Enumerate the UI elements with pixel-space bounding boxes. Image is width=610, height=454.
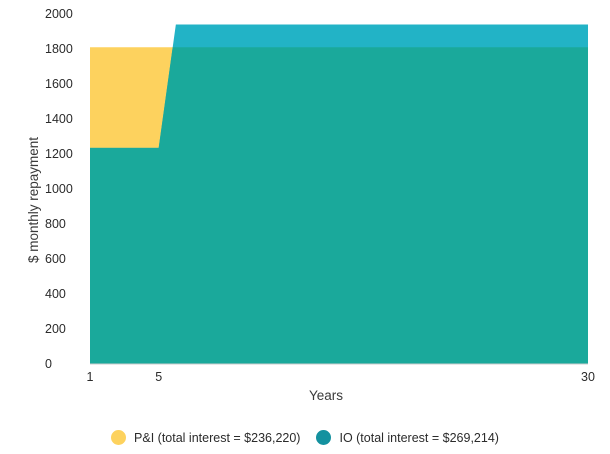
y-tick-label: 1400 <box>45 112 73 126</box>
legend-swatch-io <box>316 430 332 445</box>
x-tick-label: 5 <box>155 370 162 384</box>
legend: P&I (total interest = $236,220) IO (tota… <box>0 430 610 445</box>
legend-item-pi: P&I (total interest = $236,220) <box>111 430 300 445</box>
y-tick-label: 1000 <box>45 182 73 196</box>
y-tick-label: 2000 <box>45 7 73 21</box>
legend-item-io: IO (total interest = $269,214) <box>316 430 499 445</box>
y-tick-label: 800 <box>45 217 66 231</box>
y-tick-label: 1200 <box>45 147 73 161</box>
x-tick-labels: 1 5 30 <box>87 370 595 384</box>
y-tick-labels: 0 200 400 600 800 1000 1200 1400 1600 1800 2000 <box>45 7 73 371</box>
y-axis-title: $ monthly repayment <box>26 137 41 263</box>
y-tick-label: 400 <box>45 287 66 301</box>
legend-swatch-pi <box>111 430 127 445</box>
y-tick-label: 1800 <box>45 42 73 56</box>
x-axis-title: Years <box>309 388 343 403</box>
plot-area <box>90 24 588 364</box>
x-tick-label: 1 <box>87 370 94 384</box>
series-area-io <box>90 47 588 364</box>
y-tick-label: 0 <box>45 357 52 371</box>
legend-label-io: IO (total interest = $269,214) <box>339 430 499 445</box>
y-tick-label: 600 <box>45 252 66 266</box>
x-tick-label: 30 <box>581 370 595 384</box>
y-tick-label: 200 <box>45 322 66 336</box>
legend-label-pi: P&I (total interest = $236,220) <box>134 430 301 445</box>
y-tick-label: 1600 <box>45 77 73 91</box>
